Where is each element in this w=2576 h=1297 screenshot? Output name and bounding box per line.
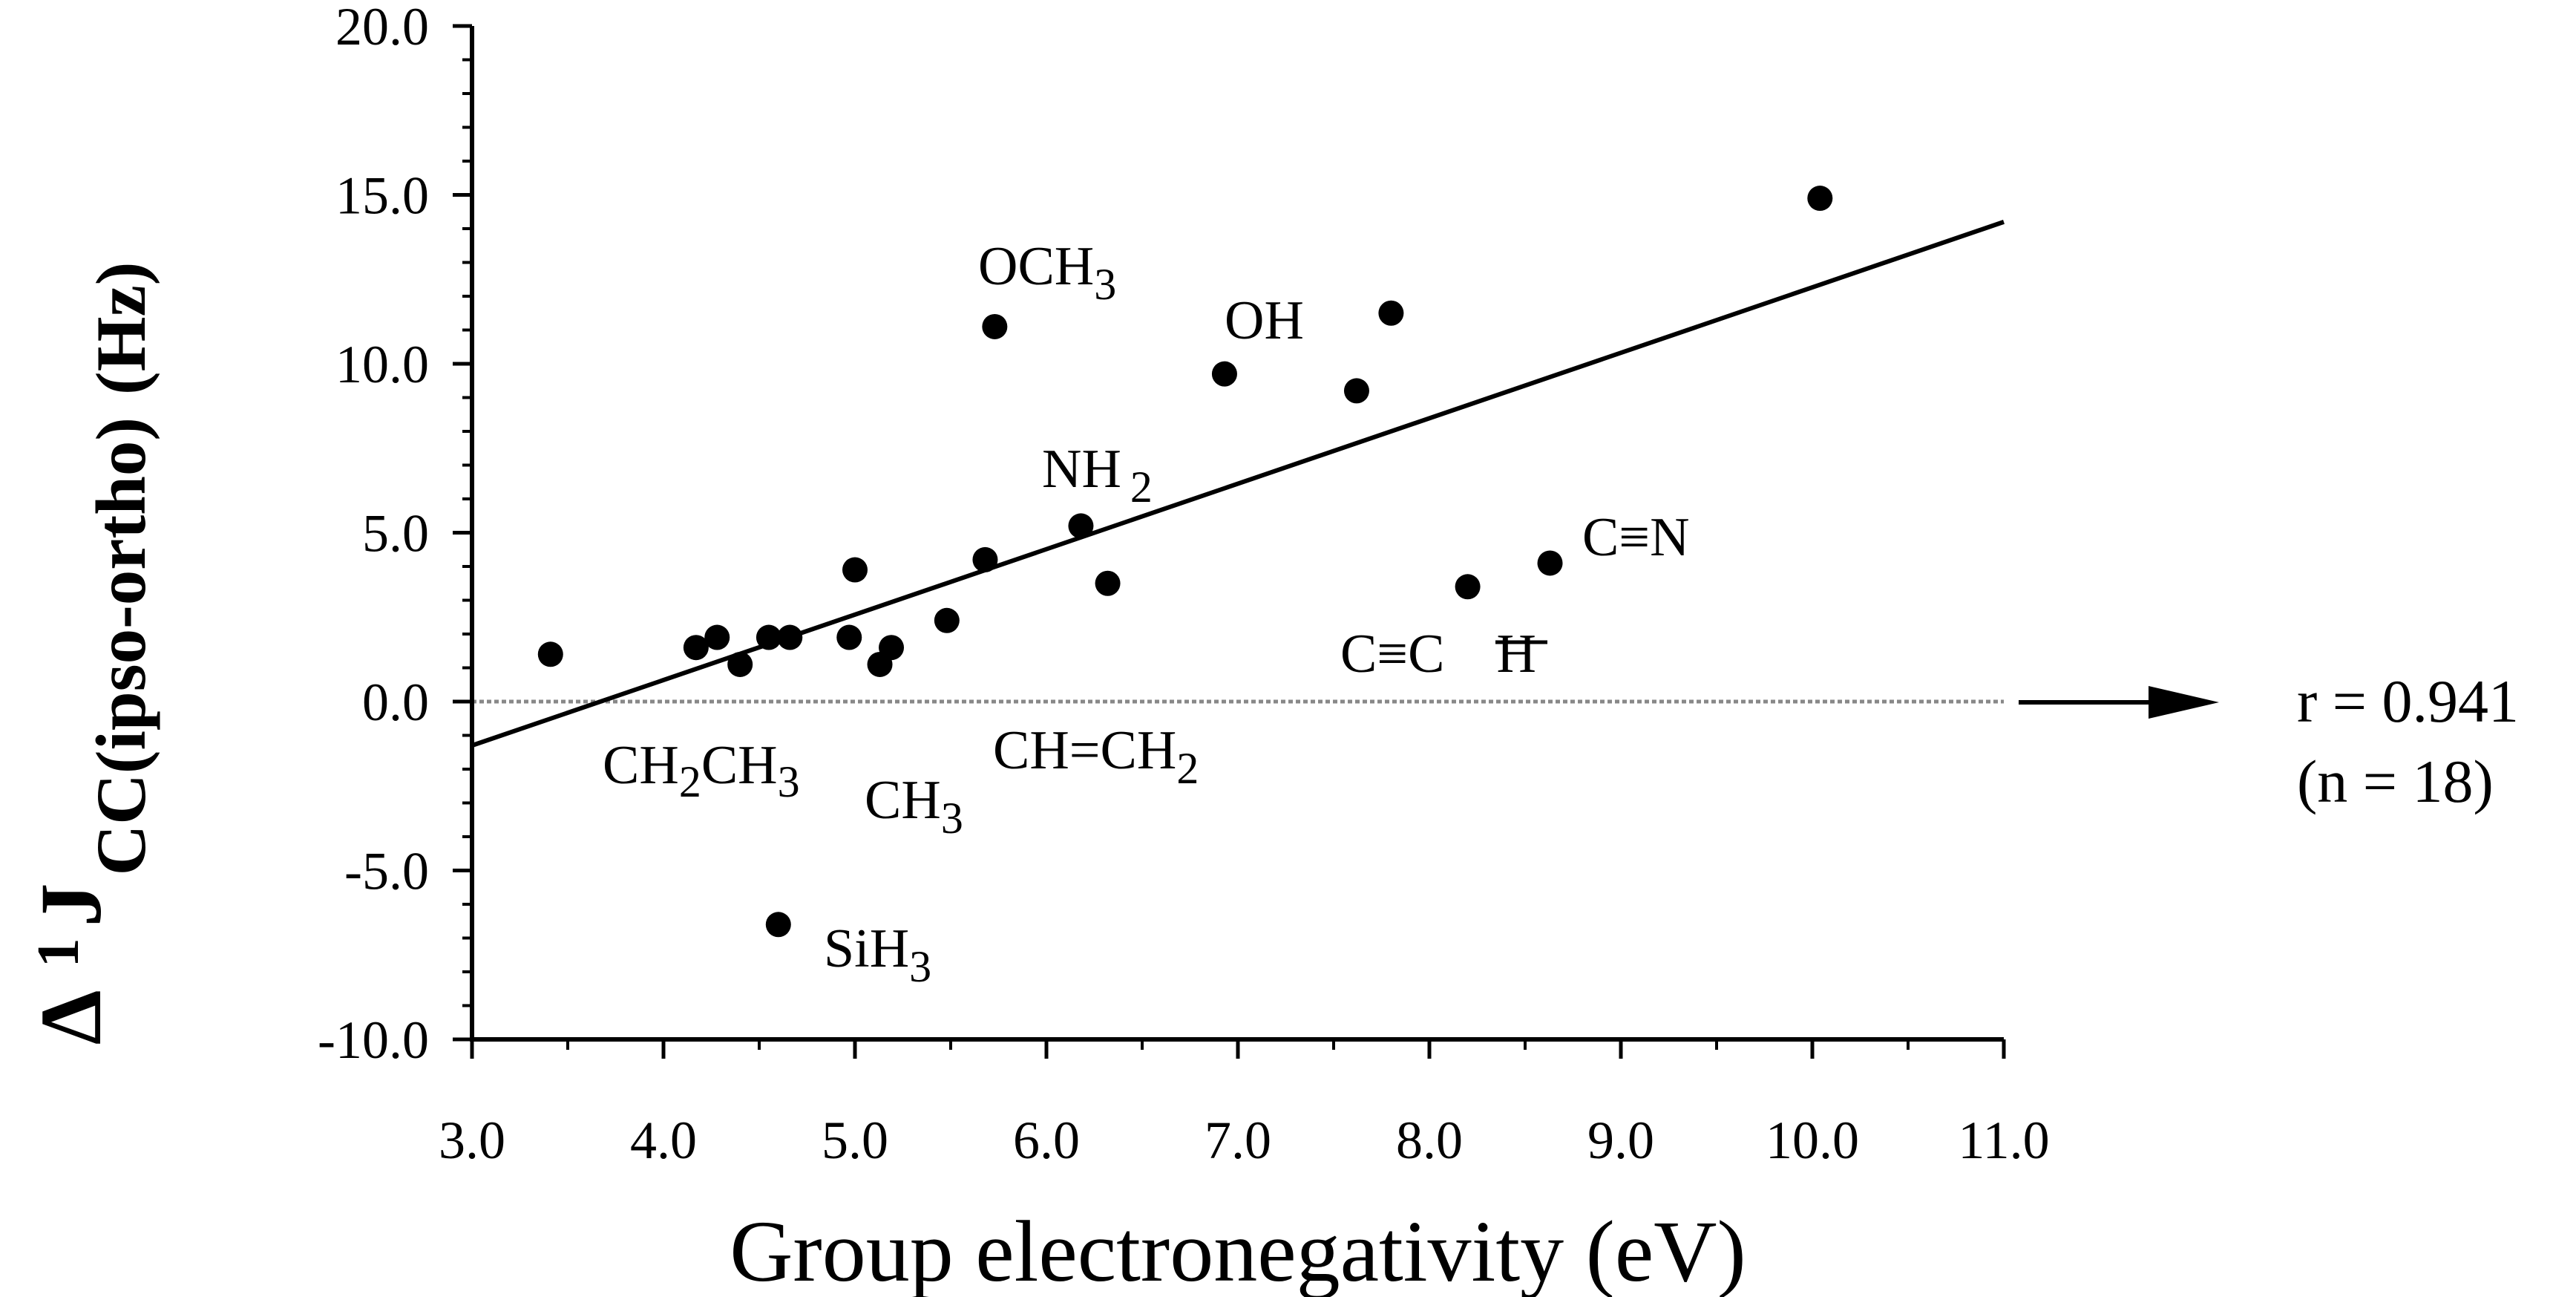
data-point bbox=[1537, 550, 1563, 576]
x-tick-label: 11.0 bbox=[1958, 1111, 2049, 1170]
y-tick-label: 10.0 bbox=[335, 335, 429, 394]
x-tick-label: 4.0 bbox=[630, 1111, 697, 1170]
y-axis-title: Δ 1 J CC(ipso-ortho) (Hz) bbox=[22, 262, 160, 1045]
label-ccch: C≡C H bbox=[1340, 624, 1536, 685]
y-tick-label: 15.0 bbox=[335, 166, 429, 226]
data-point bbox=[1211, 361, 1237, 387]
x-axis-title: Group electronegativity (eV) bbox=[730, 1203, 1746, 1297]
y-tick-label: 5.0 bbox=[362, 504, 429, 563]
data-point bbox=[879, 635, 905, 661]
data-point bbox=[1343, 378, 1369, 404]
data-point bbox=[1455, 574, 1481, 600]
data-point bbox=[765, 912, 791, 938]
x-tick-label: 10.0 bbox=[1766, 1111, 1859, 1170]
label-ch2ch3: CH2CH3 bbox=[603, 735, 800, 806]
data-point bbox=[842, 557, 868, 583]
stat-arrow bbox=[2019, 686, 2219, 719]
data-point bbox=[1807, 186, 1833, 212]
data-point bbox=[1095, 570, 1121, 596]
data-point bbox=[756, 624, 781, 650]
label-nh2: NH 2 bbox=[1042, 439, 1153, 512]
y-tick-label: 20.0 bbox=[335, 0, 429, 56]
x-tick-label: 6.0 bbox=[1013, 1111, 1080, 1170]
data-point bbox=[777, 624, 803, 650]
svg-text:Δ1JCC(ipso-ortho)(Hz): Δ 1 J CC(ipso-ortho) (Hz) bbox=[22, 262, 160, 1045]
n-value: (n = 18) bbox=[2297, 748, 2494, 815]
data-point bbox=[704, 624, 730, 650]
data-point bbox=[683, 635, 709, 661]
label-ch3: CH3 bbox=[865, 770, 963, 843]
data-point bbox=[934, 607, 960, 633]
label-chch2: CH=CH2 bbox=[993, 720, 1199, 793]
data-point bbox=[972, 546, 998, 572]
data-point bbox=[537, 641, 563, 667]
label-oh: OH bbox=[1225, 290, 1304, 351]
data-point bbox=[982, 313, 1008, 339]
label-cn: C≡N bbox=[1582, 507, 1690, 568]
x-tick-label: 3.0 bbox=[439, 1111, 505, 1170]
x-tick-label: 5.0 bbox=[822, 1111, 888, 1170]
x-tick-label: 9.0 bbox=[1587, 1111, 1654, 1170]
data-point bbox=[727, 651, 753, 677]
y-axis-unit: (Hz) bbox=[82, 262, 160, 395]
y-tick-label: -5.0 bbox=[344, 842, 429, 901]
x-tick-label: 8.0 bbox=[1396, 1111, 1463, 1170]
y-axis-symbol: J bbox=[22, 883, 119, 927]
y-axis-subscript: CC(ipso-ortho) bbox=[82, 417, 160, 875]
y-tick-label: -10.0 bbox=[318, 1010, 429, 1070]
y-axis-superscript: 1 bbox=[26, 938, 91, 967]
data-point bbox=[1378, 300, 1404, 326]
data-point bbox=[1068, 513, 1094, 539]
y-axis-delta: Δ bbox=[22, 990, 119, 1045]
r-value: r = 0.941 bbox=[2297, 667, 2519, 735]
data-point bbox=[836, 624, 862, 650]
regression-line bbox=[471, 220, 2005, 748]
label-och3: OCH3 bbox=[978, 236, 1116, 309]
y-tick-label: 0.0 bbox=[362, 673, 429, 732]
x-tick-label: 7.0 bbox=[1205, 1111, 1271, 1170]
label-sih3: SiH3 bbox=[824, 918, 931, 991]
